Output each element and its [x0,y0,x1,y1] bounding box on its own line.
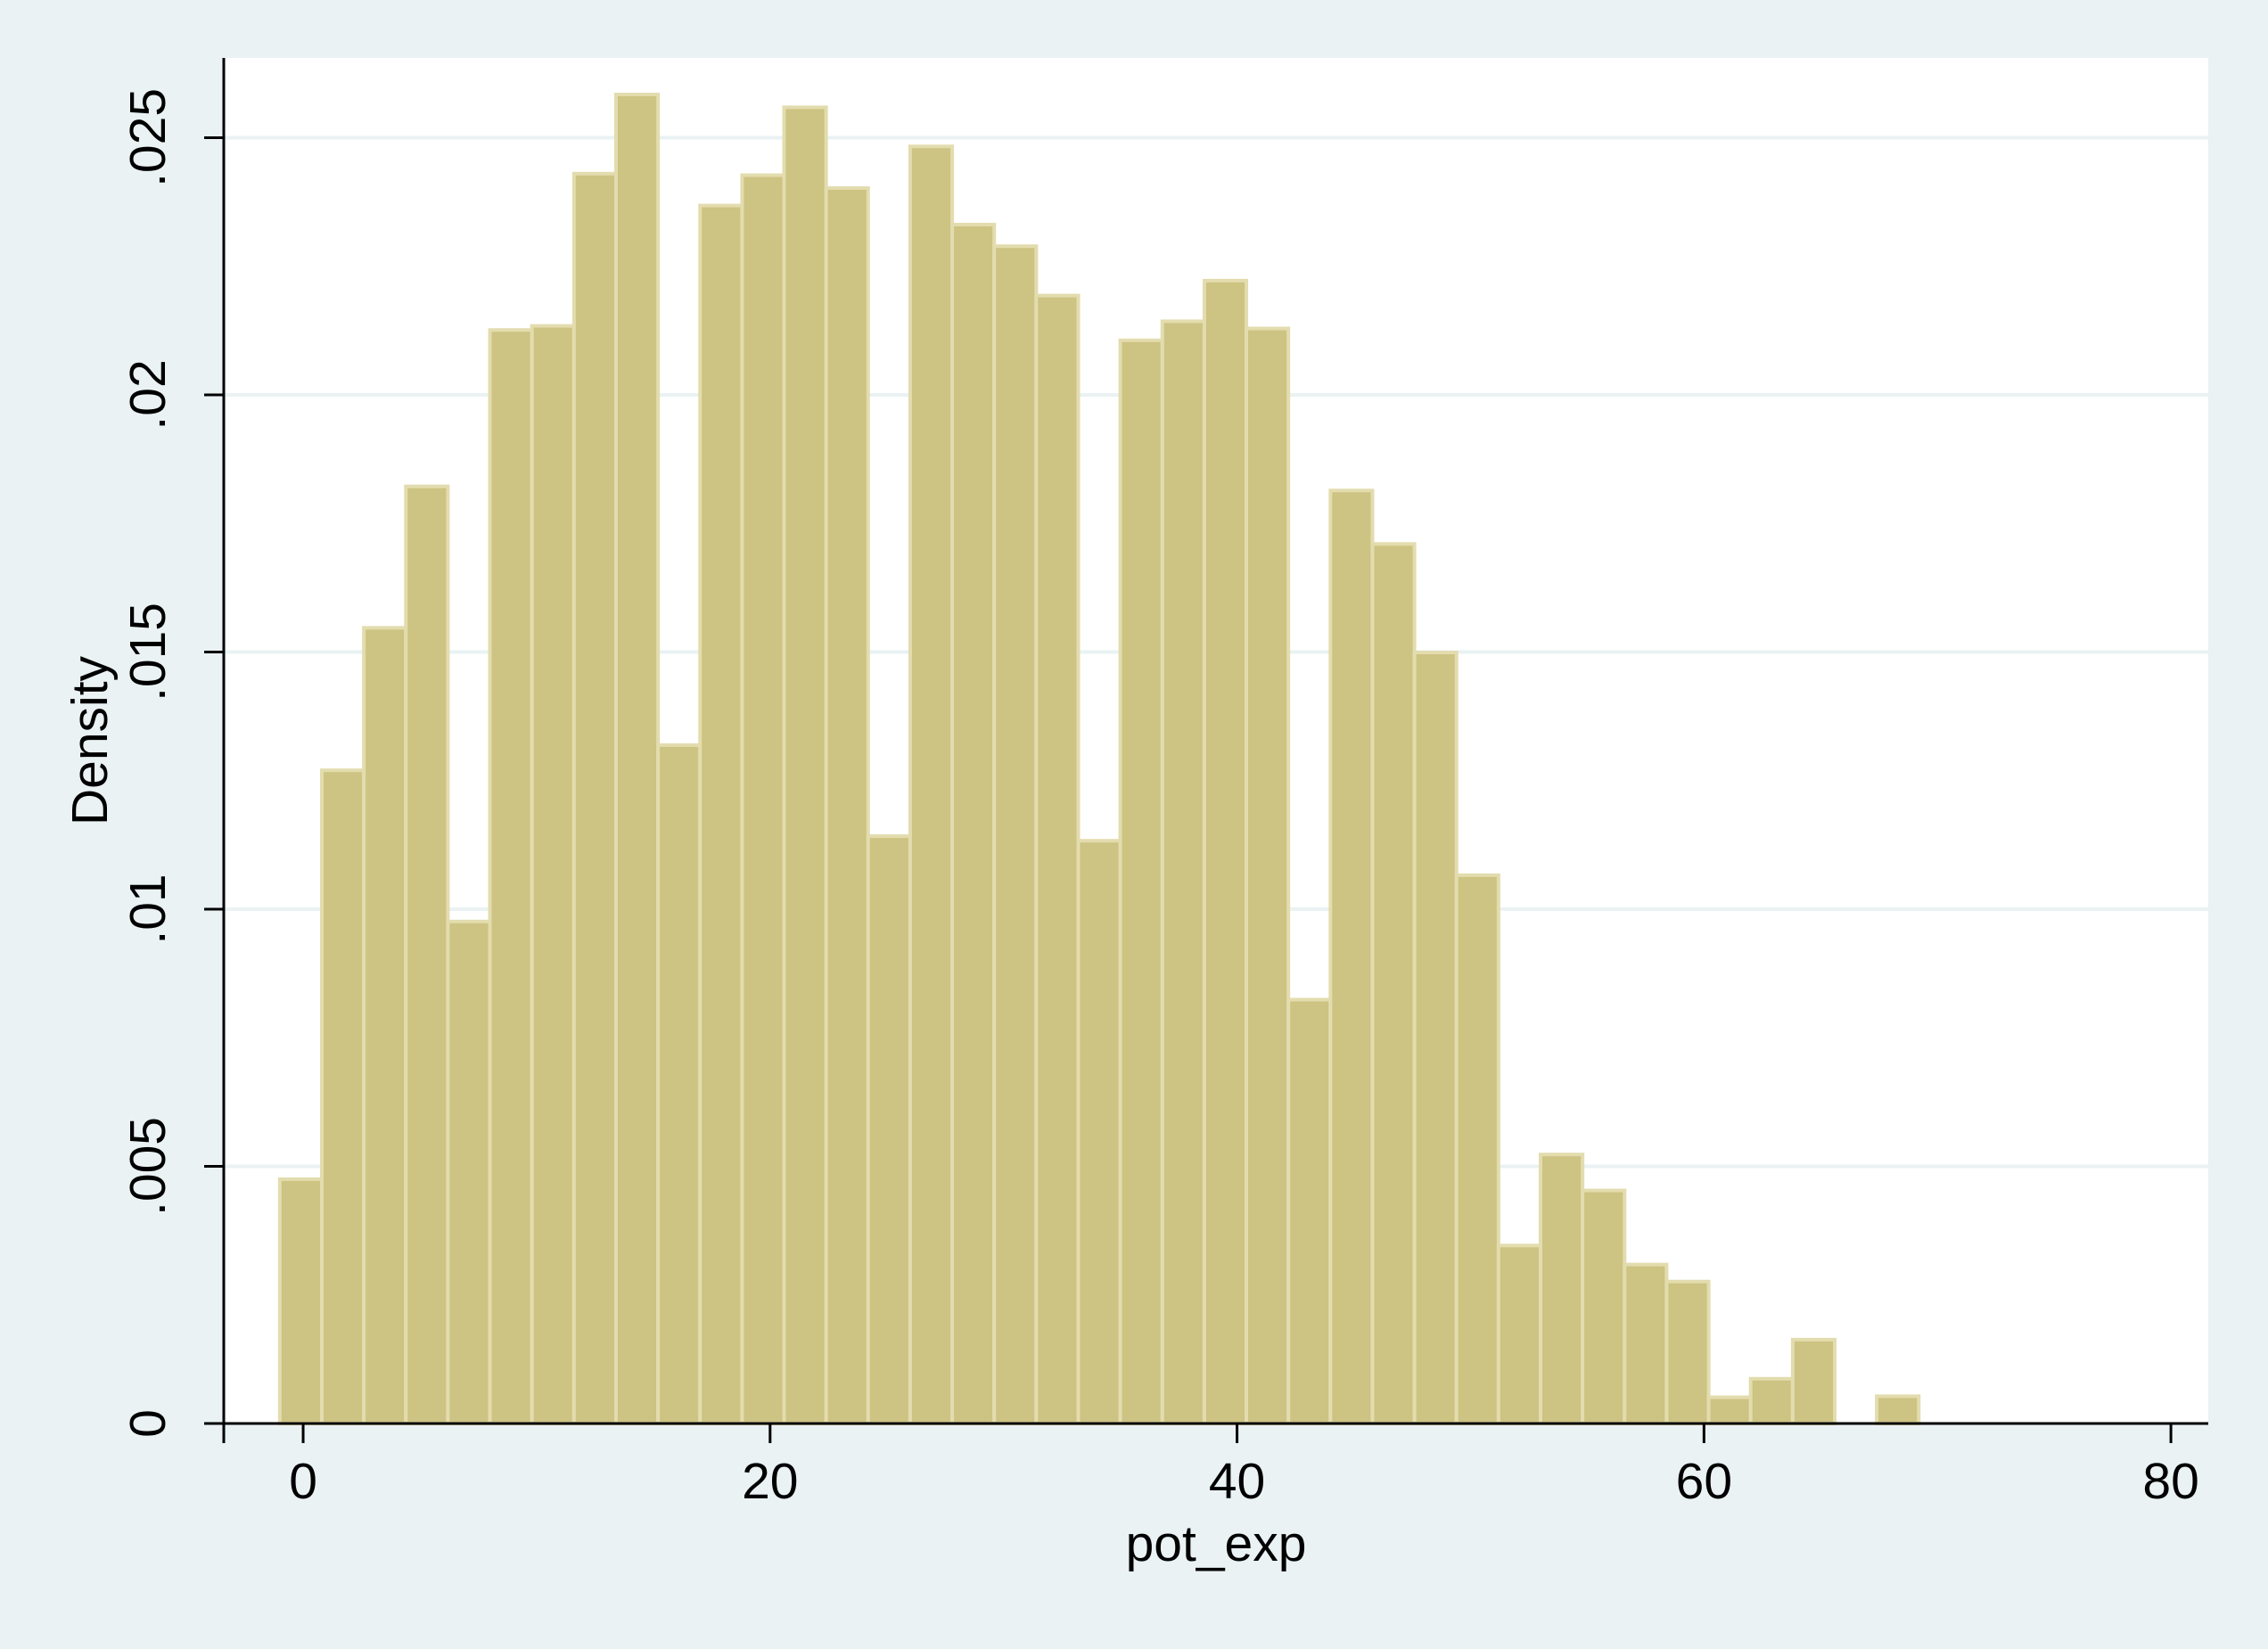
bar [866,834,912,1425]
y-tick-label: .015 [119,603,177,701]
bar [362,626,408,1425]
bar [992,244,1039,1426]
bar [1328,488,1375,1425]
y-tick-label: .01 [119,874,177,944]
bar [698,203,744,1425]
bar [1875,1394,1921,1426]
y-tick-label: .025 [119,88,177,187]
bar [908,144,955,1426]
bar [1581,1188,1627,1425]
bar [530,324,576,1425]
bar [1664,1279,1711,1425]
x-tick-label: 80 [2142,1453,2198,1510]
bar [1748,1376,1795,1425]
bar [1034,293,1081,1425]
y-tick-label: .005 [119,1117,177,1216]
bar [1160,319,1206,1425]
bar [824,185,870,1426]
bar [1496,1243,1543,1425]
bar [1454,873,1500,1425]
bar [1076,839,1122,1425]
x-tick-label: 60 [1676,1453,1732,1510]
bar [1412,651,1459,1425]
x-axis-title: pot_exp [1126,1515,1307,1572]
bar [277,1177,324,1425]
bar [782,105,828,1425]
x-tick-label: 40 [1209,1453,1265,1510]
bar [1118,338,1164,1425]
bar [613,92,661,1425]
bar [1286,997,1333,1426]
x-tick-label: 0 [289,1453,317,1510]
y-tick-label: 0 [119,1409,177,1438]
bar [1539,1153,1585,1425]
bar [1790,1337,1837,1426]
bar [1245,326,1291,1425]
bar [740,173,786,1426]
y-axis-title: Density [62,655,119,825]
bar [488,328,534,1425]
bar [404,484,450,1425]
bar [1370,542,1417,1425]
bar [446,919,492,1425]
bar [656,742,703,1425]
bar [319,768,366,1425]
y-tick-label: .02 [119,359,177,430]
x-tick-label: 20 [742,1453,798,1510]
bar [571,171,618,1425]
bar [1202,278,1249,1426]
bar [1623,1262,1669,1426]
bar [950,222,997,1425]
bar [1706,1395,1753,1426]
